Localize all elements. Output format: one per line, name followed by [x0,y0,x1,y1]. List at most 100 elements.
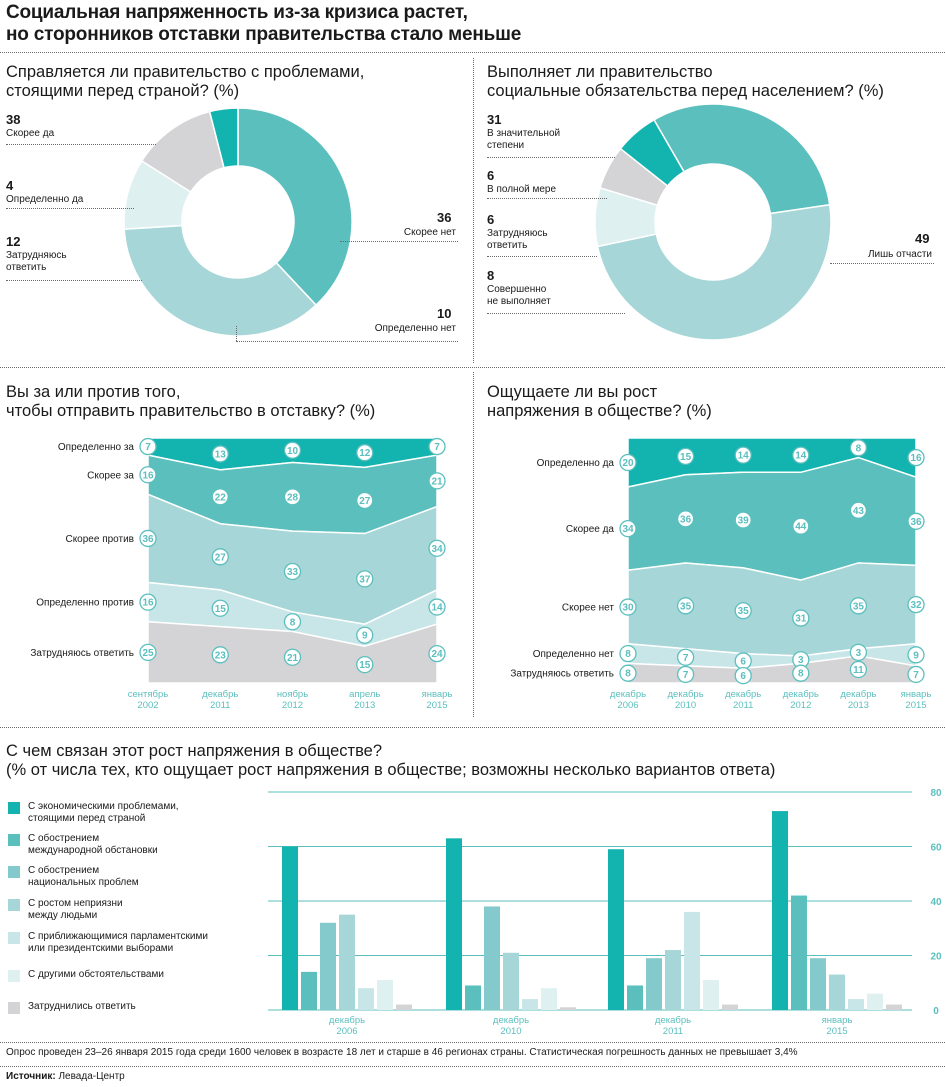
pie1-leader [236,341,458,342]
legend-label: С другими обстоятельствами [28,969,263,981]
pie2-label-value: 6 [487,212,495,227]
series-label: Определенно против [36,598,134,609]
x-tick-label: 2015 [905,700,926,711]
value-marker [676,510,695,528]
data-label: 9 [362,631,368,642]
data-label: 16 [910,453,922,464]
bar [465,985,481,1010]
x-tick-label: ноябрь [277,689,308,700]
pie2-label-text: В значительной степени [487,128,560,152]
pie2-label-text: Лишь отчасти [867,249,932,260]
data-label: 11 [853,665,864,676]
pie2-slices [594,103,832,341]
data-label: 35 [738,606,750,617]
x-tick-label: декабрь [668,689,704,700]
value-marker [356,491,374,510]
bar [703,980,719,1010]
x-tick-label: апрель [349,689,380,700]
series-label: Скорее против [65,534,134,545]
bar [446,838,462,1010]
legend-item: С обострением национальных проблем [8,865,263,889]
value-marker [907,646,925,664]
legend-item: С ростом неприязни между людьми [8,898,263,922]
data-label: 27 [359,496,371,507]
value-marker [283,648,302,666]
data-label: 43 [853,506,865,517]
pie2-leader [487,198,607,199]
data-label: 36 [910,517,922,528]
series-label: Затрудняюсь ответить [510,669,614,680]
data-label: 3 [856,648,862,659]
area1-plot: Определенно за Скорее за Скорее против Опре… [30,437,452,711]
pie1-title-line1: Справляется ли правительство с проблемам… [6,63,365,81]
data-label: 15 [215,604,227,615]
value-marker [849,660,868,679]
data-label: 44 [795,522,807,533]
value-marker [792,517,810,535]
data-label: 14 [795,451,807,462]
pie1-leader [6,144,156,145]
pie2-label-text-line1: Совершенно [487,284,547,295]
data-label: 34 [622,524,634,535]
x-tick-label: декабрь [725,689,761,700]
bar [339,914,355,1010]
bar-svg: 020406080декабрь2006декабрь2010декабрь20… [268,788,942,1037]
legend-label-line1: С обострением [28,865,100,876]
legend-swatch [8,866,20,878]
legend-label-line1: С ростом неприязни [28,898,123,909]
bar [282,846,298,1010]
value-marker [139,643,157,662]
data-label: 12 [359,448,371,459]
y-tick-label: 80 [930,788,942,799]
value-marker [676,648,695,666]
legend-label: С обострением международной обстановки [28,833,263,857]
x-tick-label: 2012 [790,700,811,711]
value-marker [907,512,925,530]
legend-label: С ростом неприязни между людьми [28,898,263,922]
value-marker [849,439,868,457]
value-marker [676,597,695,615]
row-divider-1 [0,367,945,368]
column-divider-mid [473,372,474,717]
data-label: 10 [287,446,299,457]
bar [484,906,500,1010]
value-marker [428,472,446,490]
value-marker [907,448,925,467]
pie1-label-value: 38 [6,112,21,127]
legend-label-line2: национальных проблем [28,877,139,888]
pie2-label-value: 49 [915,231,930,246]
series-label: Скорее за [87,470,134,481]
pie2-leader [830,263,934,264]
bar [646,958,662,1010]
pie2-label-text-line2: ответить [487,240,528,251]
value-marker [849,597,868,615]
legend-swatch [8,932,20,944]
data-label: 25 [142,648,154,659]
bar-title: С чем связан этот рост напряжения в обще… [6,742,936,780]
y-tick-label: 40 [930,897,942,908]
footnote: Опрос проведен 23–26 января 2015 года ср… [6,1047,798,1058]
pie2-leader [487,256,597,257]
data-label: 36 [142,534,154,545]
legend-label: С обострением национальных проблем [28,865,263,889]
series-label: Определенно за [58,442,135,453]
legend-swatch [8,899,20,911]
value-marker [428,644,446,663]
data-label: 27 [215,552,227,563]
pie1-label-value: 12 [6,234,21,249]
pie2-label-text: Совершенно не выполняет [487,284,551,308]
bar [810,958,826,1010]
value-marker [283,441,302,459]
data-label: 6 [740,656,746,667]
legend-label-line1: С экономическими проблемами, [28,801,179,812]
value-marker [734,666,752,685]
series-label: Скорее да [566,524,615,535]
legend-label-line1: С приближающимися парламентскими [28,931,208,942]
data-label: 35 [853,601,865,612]
data-label: 8 [798,669,804,680]
value-marker [283,562,302,581]
data-label: 16 [142,470,154,481]
legend-item: С приближающимися парламентскими или през… [8,931,263,955]
legend-swatch [8,1002,20,1014]
x-tick-label: 2011 [733,700,753,711]
